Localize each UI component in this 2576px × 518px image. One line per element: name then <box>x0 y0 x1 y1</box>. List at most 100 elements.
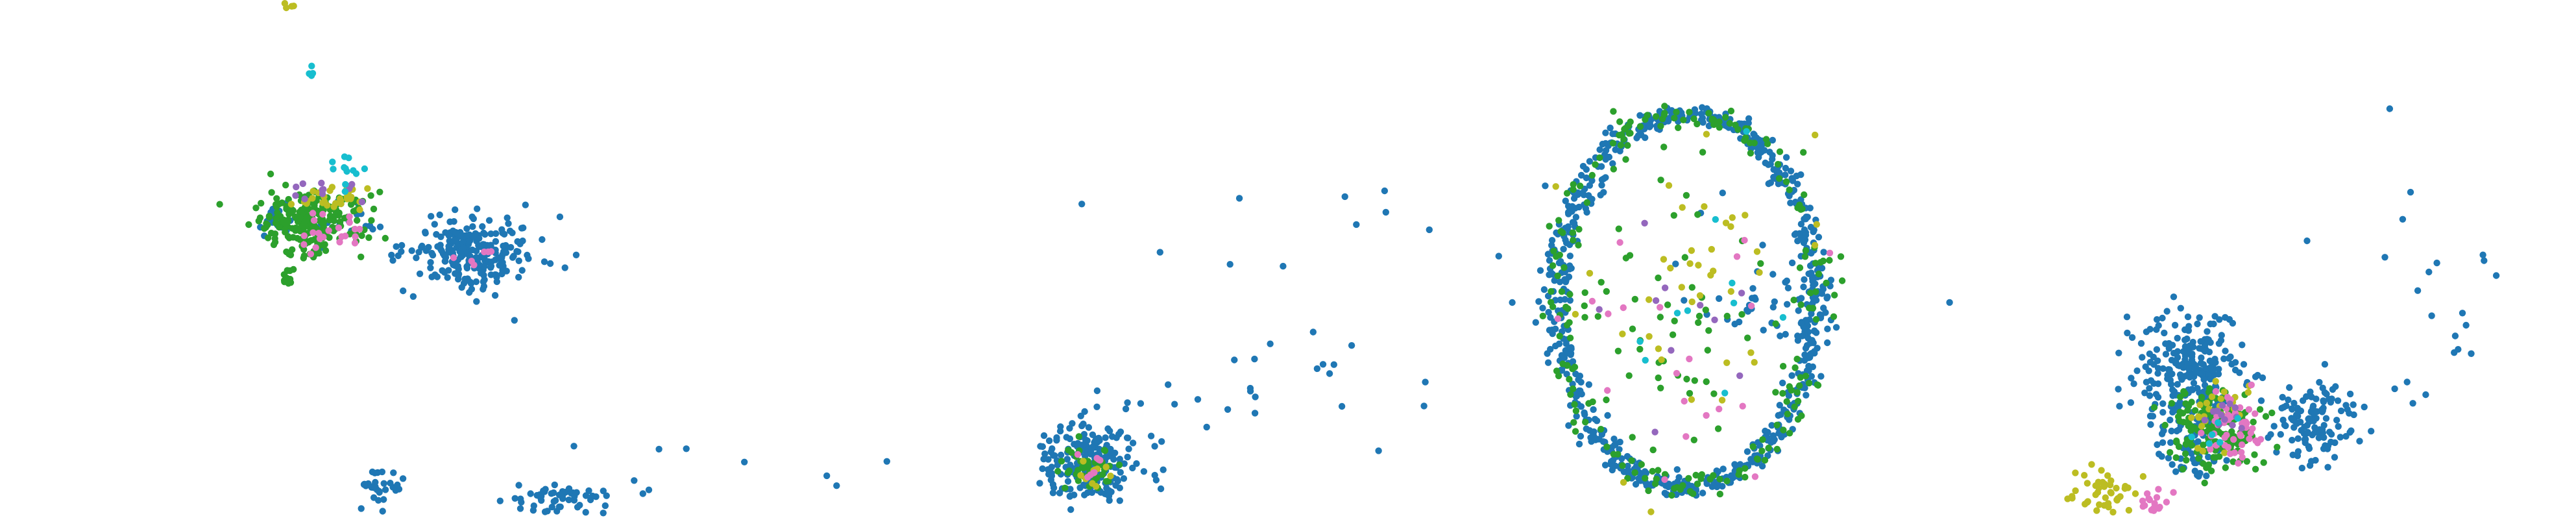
scatter-point-series-3 <box>2139 473 2147 480</box>
scatter-point-series-1 <box>1794 180 1801 188</box>
scatter-point-series-1 <box>1375 447 1382 454</box>
scatter-point-series-1 <box>1114 478 1121 485</box>
scatter-point-series-1 <box>2137 339 2145 347</box>
scatter-point-series-1 <box>2128 334 2136 341</box>
scatter-point-series-2 <box>1837 253 1845 260</box>
scatter-point-series-1 <box>1231 356 1238 364</box>
scatter-point-series-1 <box>1348 342 1355 349</box>
scatter-point-series-1 <box>1597 191 1604 199</box>
scatter-point-series-4 <box>319 210 326 218</box>
scatter-point-series-2 <box>267 170 274 178</box>
scatter-point-series-4 <box>1741 236 1748 244</box>
scatter-point-series-2 <box>2176 393 2184 401</box>
scatter-point-series-1 <box>1824 339 1831 347</box>
scatter-point-series-1 <box>1545 308 1552 316</box>
scatter-point-series-1 <box>1602 129 1609 136</box>
scatter-point-series-6 <box>1779 314 1787 321</box>
scatter-point-series-4 <box>310 217 318 224</box>
scatter-point-series-2 <box>1772 389 1779 396</box>
scatter-point-series-1 <box>2143 328 2150 336</box>
scatter-point-series-3 <box>2188 414 2195 421</box>
scatter-point-series-1 <box>525 255 532 262</box>
scatter-point-series-1 <box>516 505 524 512</box>
scatter-point-series-3 <box>1722 219 1730 227</box>
scatter-point-series-1 <box>387 480 394 487</box>
scatter-point-series-1 <box>2326 395 2333 402</box>
scatter-point-series-3 <box>1727 223 1734 230</box>
scatter-point-series-1 <box>2322 415 2330 422</box>
scatter-point-series-1 <box>389 257 396 264</box>
scatter-point-series-2 <box>1683 191 1690 199</box>
scatter-point-series-1 <box>358 505 365 512</box>
scatter-point-series-1 <box>1784 301 1791 308</box>
scatter-point-series-2 <box>1690 115 1697 123</box>
scatter-point-series-2 <box>1661 110 1668 117</box>
scatter-point-series-2 <box>326 234 333 241</box>
scatter-point-series-1 <box>2154 365 2162 372</box>
scatter-point-series-1 <box>2303 237 2311 245</box>
scatter-point-series-1 <box>1108 433 1116 440</box>
scatter-point-series-6 <box>1730 299 1738 306</box>
scatter-point-series-1 <box>467 280 475 287</box>
scatter-point-series-2 <box>1555 217 1562 224</box>
scatter-point-series-1 <box>1563 371 1570 378</box>
scatter-point-series-1 <box>463 264 471 272</box>
scatter-point-series-1 <box>452 206 459 214</box>
scatter-point-series-1 <box>427 264 434 271</box>
scatter-point-series-2 <box>268 189 275 196</box>
scatter-point-series-1 <box>2331 439 2339 447</box>
scatter-point-series-1 <box>2335 423 2342 430</box>
scatter-point-series-6 <box>1642 356 1649 364</box>
scatter-panel-2 <box>1036 103 1953 515</box>
scatter-point-series-1 <box>538 493 545 500</box>
scatter-point-series-1 <box>1585 381 1592 388</box>
scatter-point-series-1 <box>1601 462 1609 469</box>
scatter-point-series-1 <box>1104 425 1112 432</box>
scatter-point-series-1 <box>1581 411 1588 418</box>
scatter-point-series-1 <box>2146 385 2153 392</box>
scatter-point-series-2 <box>1686 389 1694 397</box>
scatter-point-series-1 <box>2127 399 2135 406</box>
scatter-point-series-3 <box>1093 483 1100 490</box>
scatter-point-series-1 <box>1782 330 1789 338</box>
scatter-point-series-1 <box>2207 339 2214 346</box>
scatter-point-series-1 <box>2161 329 2168 337</box>
scatter-point-series-1 <box>380 480 387 487</box>
scatter-point-series-1 <box>1744 308 1752 315</box>
scatter-point-series-2 <box>1575 241 1582 249</box>
scatter-point-series-5 <box>1738 290 1745 297</box>
scatter-point-series-1 <box>1699 489 1707 497</box>
scatter-point-series-1 <box>1338 402 1346 410</box>
scatter-point-series-1 <box>655 445 662 453</box>
scatter-point-series-1 <box>2356 438 2363 445</box>
scatter-point-series-1 <box>1151 443 1158 450</box>
scatter-point-series-1 <box>2167 416 2174 424</box>
scatter-point-series-1 <box>1808 310 1815 317</box>
scatter-point-series-3 <box>2221 449 2228 456</box>
scatter-point-series-1 <box>2200 388 2207 395</box>
scatter-point-series-1 <box>428 213 435 220</box>
scatter-point-series-2 <box>382 234 389 242</box>
scatter-point-series-3 <box>2069 493 2076 500</box>
scatter-point-series-4 <box>1681 397 1688 405</box>
scatter-point-series-1 <box>2159 400 2167 407</box>
scatter-point-series-4 <box>2224 443 2232 451</box>
scatter-point-series-1 <box>2337 407 2345 415</box>
scatter-point-series-1 <box>1819 286 1827 293</box>
scatter-point-series-3 <box>2104 500 2112 507</box>
scatter-point-series-1 <box>1754 149 1761 156</box>
scatter-point-series-3 <box>1658 356 1665 364</box>
scatter-point-series-1 <box>565 496 572 504</box>
scatter-point-series-1 <box>1122 405 1130 413</box>
scatter-point-series-1 <box>2190 379 2198 387</box>
scatter-point-series-1 <box>446 218 454 225</box>
scatter-point-series-1 <box>530 502 537 510</box>
scatter-point-series-2 <box>2168 400 2176 407</box>
scatter-point-series-1 <box>2153 316 2161 323</box>
scatter-point-series-1 <box>2183 344 2191 351</box>
scatter-point-series-1 <box>1040 456 1047 463</box>
scatter-point-series-3 <box>1710 267 1717 275</box>
scatter-point-series-2 <box>1786 430 1793 437</box>
scatter-point-series-1 <box>2170 349 2178 357</box>
scatter-point-series-1 <box>1064 478 1072 485</box>
